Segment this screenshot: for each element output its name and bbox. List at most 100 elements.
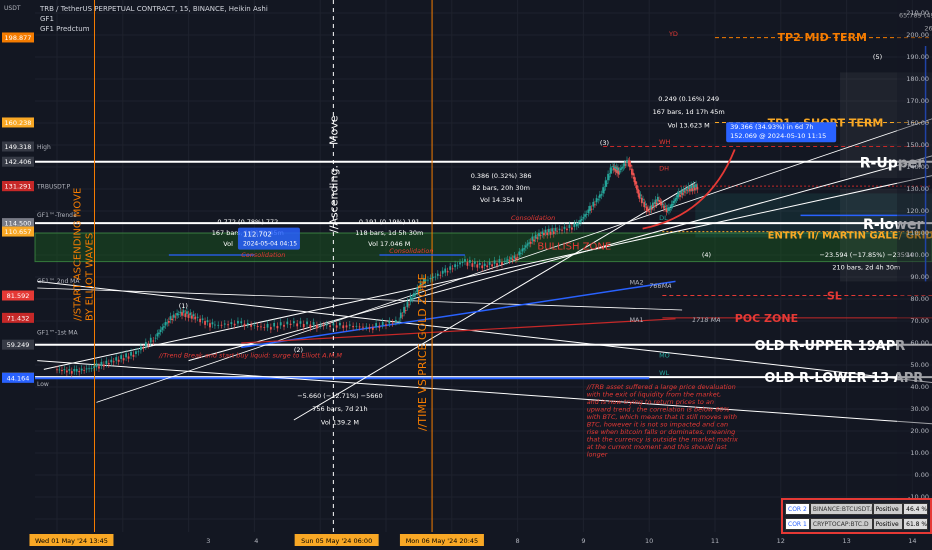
candle-body [536, 237, 539, 239]
candle-body [61, 369, 63, 372]
candle-body [541, 231, 544, 235]
candle-body [375, 323, 378, 327]
candle-body [107, 363, 110, 365]
x-tick-label: 11 [711, 537, 719, 545]
candle-body [609, 167, 612, 174]
corr-tag: COR 2 [785, 503, 810, 515]
correlation-row: COR 2 BINANCE:BTCUSDT.P Positive 46.4 % [785, 503, 929, 515]
candle-body [669, 208, 672, 210]
price-tag: 131.291 [2, 181, 34, 192]
candle-body [488, 261, 491, 265]
candle-body [90, 368, 93, 369]
price-tag-label: 71.432 [7, 314, 30, 322]
annotation: OLD R-LOWER 13 APR [764, 371, 923, 386]
candle-body [199, 318, 202, 323]
candle-body [95, 363, 98, 368]
candle-body [486, 265, 489, 268]
candle-body [286, 321, 289, 325]
candle-body [693, 187, 696, 191]
candle-body [172, 314, 175, 318]
candle-body [223, 323, 226, 325]
candle-body [292, 321, 295, 324]
candle-body [547, 228, 550, 233]
candle-body [80, 368, 83, 371]
candle-body [476, 264, 479, 268]
annotation: MO [659, 351, 670, 359]
candle-body [122, 358, 125, 361]
candle-body [411, 297, 414, 299]
candle-body [403, 306, 405, 313]
candle-body [250, 324, 253, 327]
price-tag: 198.877 [2, 32, 34, 43]
candle-body [568, 225, 571, 229]
bullish-zone [34, 232, 932, 263]
candle-body [634, 181, 637, 185]
candle-body [419, 283, 422, 288]
price-tag-label: 198.877 [5, 34, 32, 42]
candle-body [624, 164, 627, 166]
annotation: DL [659, 214, 668, 222]
corr-status: Positive [872, 503, 904, 515]
candle-body [365, 326, 368, 328]
annotation: SL [827, 289, 842, 302]
candle-body [516, 257, 519, 258]
candle-body [158, 332, 160, 335]
y-tick-label: 30.00 [910, 405, 929, 413]
candle-body [283, 324, 285, 327]
candle-body [563, 226, 566, 230]
annotation: (4) [702, 251, 711, 259]
annotation: 118 bars, 1d 5h 30m [355, 229, 423, 237]
indicator-gf1-predctum[interactable]: GF1 Predctum [40, 25, 90, 33]
candle-body [186, 311, 188, 314]
annotation: Vol 13.623 M [668, 121, 710, 129]
y-tick-label: 190.00 [906, 53, 929, 61]
x-tick-label: Sun 05 May '24 06:00 [301, 537, 372, 545]
candle-body [661, 204, 664, 205]
candle-body [510, 257, 512, 260]
candle-body [533, 239, 535, 242]
chart-header: TRB / TetherUS PERPETUAL CONTRACT, 15, B… [40, 4, 268, 34]
x-tick-label: Wed 01 May '24 13:45 [35, 537, 108, 545]
candle-body [418, 290, 420, 291]
candle-body [496, 263, 498, 266]
candle-body [130, 351, 132, 356]
y-tick-label: 0.00 [915, 471, 929, 479]
candle-body [558, 228, 561, 231]
candle-body [201, 318, 204, 320]
corr-symbol: BINANCE:BTCUSDT.P [809, 503, 873, 515]
candle-body [552, 231, 555, 235]
annotation: (3) [600, 139, 609, 147]
candle-body [167, 321, 170, 323]
x-date-marker-bg [29, 534, 114, 546]
candle-body [668, 207, 670, 211]
candle-body [414, 294, 417, 296]
price-tag-bg [2, 290, 34, 301]
annotation: with BTC, which means that it still move… [587, 413, 737, 421]
candle-body [639, 194, 642, 196]
y-tick-label: 80.00 [910, 295, 929, 303]
candle-body [139, 346, 142, 351]
annotation: Consolidation [511, 214, 555, 222]
candle-body [112, 361, 115, 363]
candle-body [587, 209, 590, 213]
candle-body [534, 234, 537, 239]
price-tag: 160.238 [2, 117, 34, 128]
candle-body [413, 293, 415, 297]
candle-body [682, 189, 685, 193]
measure-box [726, 122, 837, 143]
rotated-annotation: BY ELLIOT WAVES [85, 233, 96, 321]
candle-body [227, 324, 229, 326]
x-tick-label: 10 [645, 537, 653, 545]
annotation: (5) [873, 53, 882, 61]
annotation: 39.366 (34.93%) in 6d 7h [730, 123, 813, 131]
annotation: 0.386 (0.32%) 386 [471, 172, 532, 180]
annotation: 0.249 (0.16%) 249 [658, 95, 719, 103]
y-tick-label: 90.00 [910, 273, 929, 281]
candle-body [149, 337, 152, 343]
symbol-title[interactable]: TRB / TetherUS PERPETUAL CONTRACT, 15, B… [40, 5, 268, 13]
candle-body [388, 320, 391, 324]
candle-body [659, 201, 662, 203]
indicator-gf1[interactable]: GF1 [40, 15, 54, 23]
candle-body [660, 202, 663, 206]
